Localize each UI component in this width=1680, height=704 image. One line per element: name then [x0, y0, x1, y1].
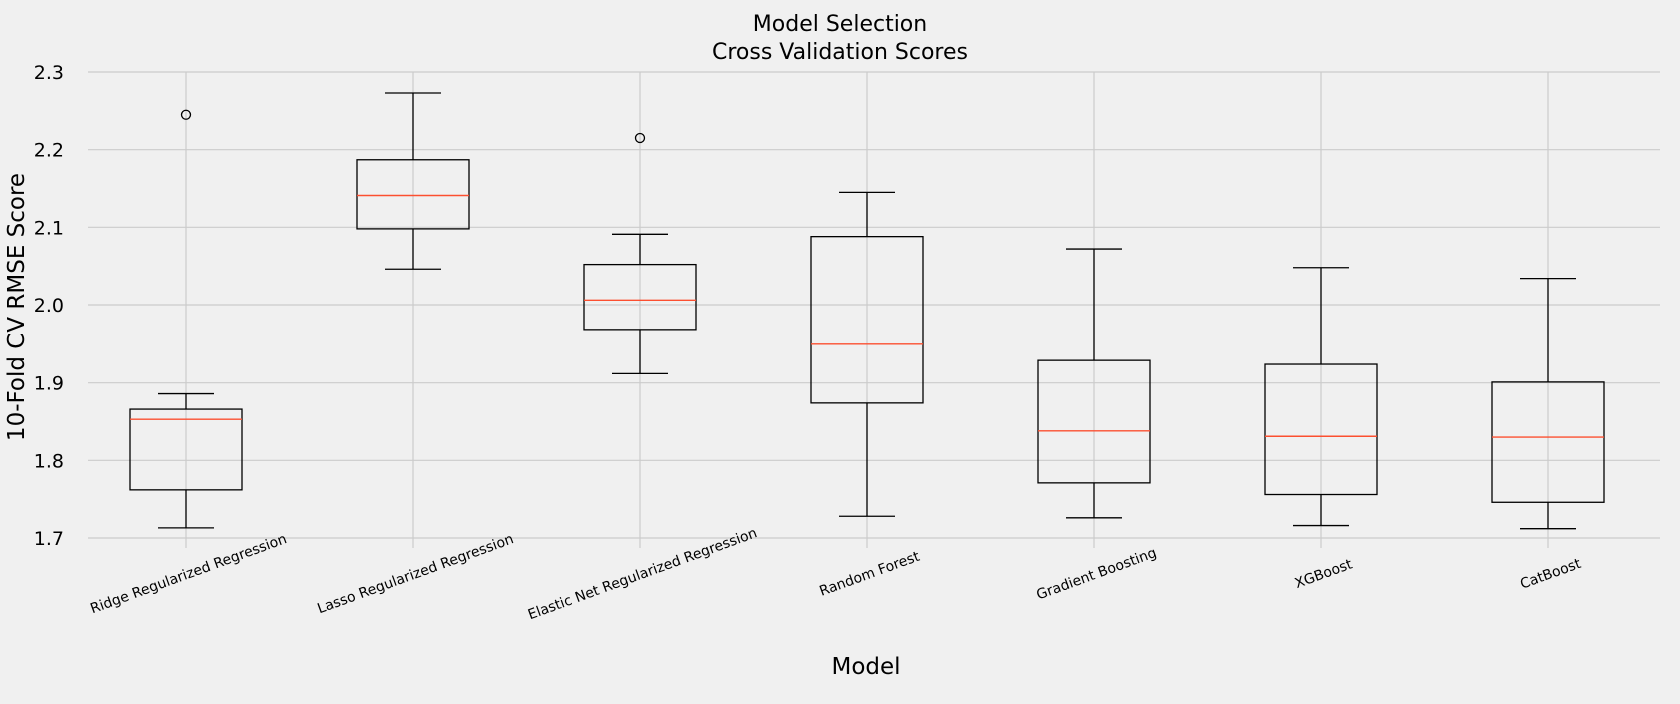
- box-body: [356, 159, 470, 230]
- chart-subtitle: Cross Validation Scores: [712, 40, 968, 65]
- box-body: [810, 236, 924, 404]
- y-tick-label: 2.1: [34, 217, 64, 239]
- y-tick-label: 2.3: [34, 62, 64, 84]
- outlier-point: [180, 109, 192, 120]
- x-axis-label: Model: [831, 654, 900, 680]
- y-tick-label: 1.9: [34, 373, 64, 395]
- box-layer: [129, 92, 1605, 530]
- box-body: [583, 263, 697, 331]
- chart-title: Model Selection: [753, 12, 927, 37]
- outlier-point: [634, 132, 646, 144]
- box-group: [1491, 277, 1605, 530]
- box-body: [129, 408, 243, 491]
- y-axis-label: 10-Fold CV RMSE Score: [4, 173, 30, 441]
- box-group: [583, 132, 697, 374]
- y-tick-label: 2.2: [34, 140, 64, 162]
- y-tick-label: 1.8: [34, 450, 64, 472]
- y-tick-label: 2.0: [34, 295, 64, 317]
- box-group: [1264, 267, 1378, 527]
- box-group: [810, 191, 924, 517]
- box-body: [1264, 363, 1378, 496]
- box-group: [129, 109, 243, 529]
- y-tick-label: 1.7: [34, 528, 64, 550]
- box-body: [1491, 381, 1605, 503]
- box-group: [356, 92, 470, 270]
- box-group: [1037, 248, 1151, 519]
- box-body: [1037, 359, 1151, 484]
- y-tick-labels: 1.7 1.8 1.9 2.0 2.1 2.2 2.3: [34, 62, 64, 550]
